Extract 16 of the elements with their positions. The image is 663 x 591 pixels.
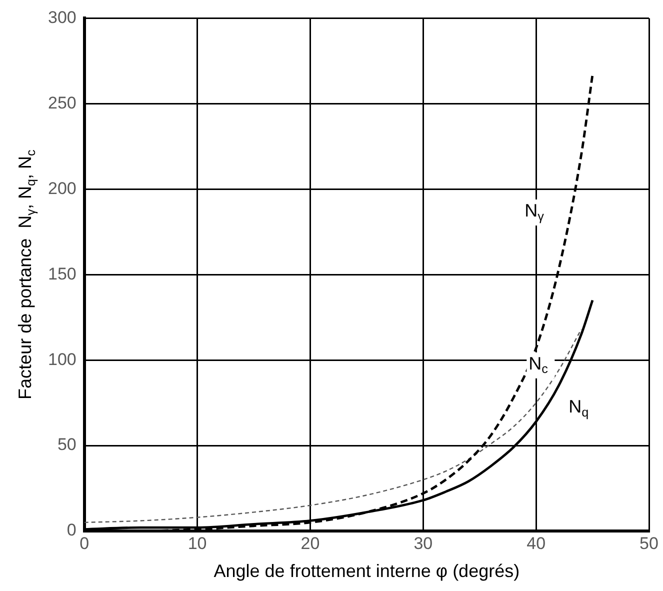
y-axis-title: Facteur de portance Nγ, Nq, Nc: [14, 150, 38, 400]
x-tick-label: 30: [414, 534, 433, 553]
x-tick-label: 10: [188, 534, 207, 553]
x-tick-label: 0: [80, 534, 90, 553]
y-tick-label: 200: [48, 178, 76, 198]
y-tick-label: 50: [57, 435, 76, 454]
x-tick-label: 40: [526, 534, 546, 553]
y-tick-label: 150: [48, 264, 76, 284]
y-tick-label: 0: [66, 520, 76, 540]
line-series: [84, 328, 582, 524]
y-tick-label: 250: [48, 93, 76, 112]
y-tick-label: 300: [48, 8, 76, 27]
x-tick-label: 50: [640, 534, 658, 553]
y-tick-label: 100: [48, 350, 76, 369]
x-tick-label: 20: [300, 534, 320, 553]
x-axis-title: Angle de frottement interne φ (degrés): [214, 561, 520, 582]
